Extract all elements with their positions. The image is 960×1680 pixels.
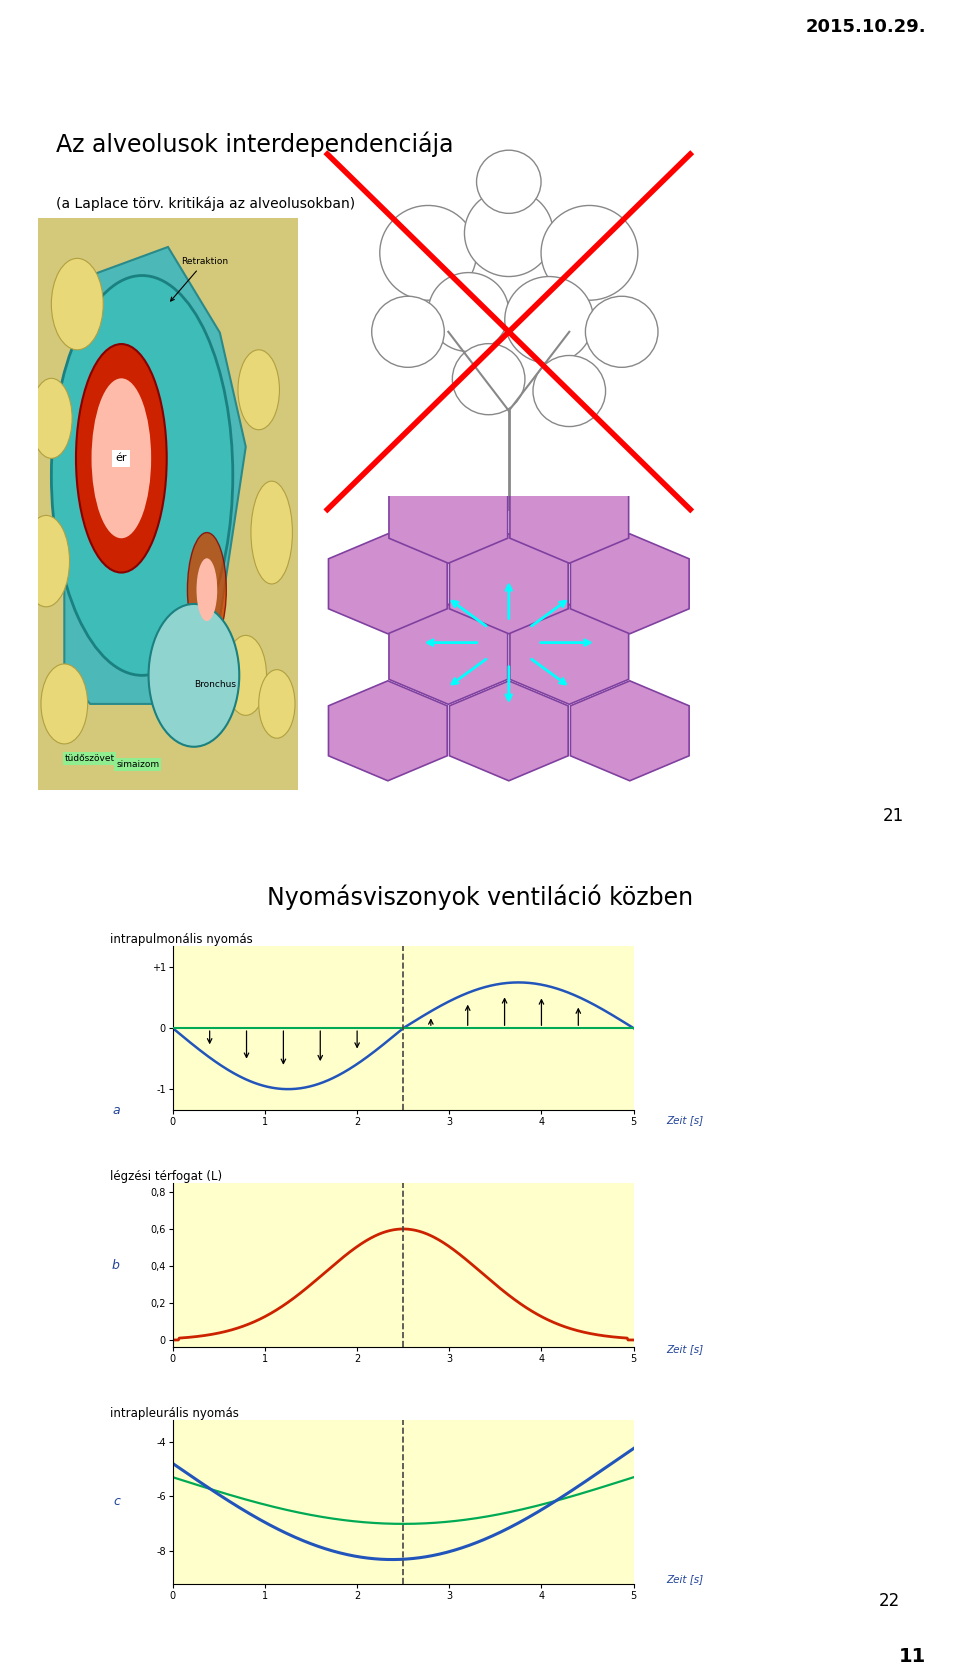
Text: intrapleurális nyomás: intrapleurális nyomás bbox=[110, 1406, 239, 1420]
Polygon shape bbox=[38, 218, 298, 790]
Polygon shape bbox=[449, 680, 568, 781]
Text: ér: ér bbox=[115, 454, 127, 464]
Text: Zeit [s]: Zeit [s] bbox=[666, 1344, 703, 1354]
Circle shape bbox=[452, 344, 525, 415]
Circle shape bbox=[533, 356, 606, 427]
Text: 21: 21 bbox=[883, 808, 904, 825]
Text: Az alveolusok interdependenciája: Az alveolusok interdependenciája bbox=[56, 131, 453, 156]
Polygon shape bbox=[510, 605, 629, 704]
Ellipse shape bbox=[149, 603, 239, 746]
Ellipse shape bbox=[41, 664, 87, 744]
Text: Zeit [s]: Zeit [s] bbox=[666, 1574, 703, 1584]
Polygon shape bbox=[328, 680, 447, 781]
Circle shape bbox=[465, 190, 553, 277]
Ellipse shape bbox=[23, 516, 69, 606]
Text: c: c bbox=[113, 1495, 120, 1509]
Text: 22: 22 bbox=[878, 1593, 900, 1611]
Circle shape bbox=[505, 277, 593, 363]
Ellipse shape bbox=[52, 259, 104, 349]
Text: légzési térfogat (L): légzési térfogat (L) bbox=[110, 1169, 223, 1183]
Text: (a Laplace törv. kritikája az alveolusokban): (a Laplace törv. kritikája az alveolusok… bbox=[56, 197, 355, 212]
Polygon shape bbox=[570, 680, 689, 781]
Text: intrapulmonális nyomás: intrapulmonális nyomás bbox=[110, 932, 253, 946]
Circle shape bbox=[372, 296, 444, 368]
Ellipse shape bbox=[238, 349, 279, 430]
Text: b: b bbox=[112, 1258, 120, 1272]
Circle shape bbox=[380, 205, 476, 301]
Text: 11: 11 bbox=[900, 1646, 926, 1667]
Text: a: a bbox=[112, 1104, 120, 1117]
Ellipse shape bbox=[259, 670, 295, 738]
Text: 2015.10.29.: 2015.10.29. bbox=[805, 18, 926, 37]
Polygon shape bbox=[449, 534, 568, 633]
Text: Nyomásviszonyok ventiláció közben: Nyomásviszonyok ventiláció közben bbox=[267, 884, 693, 911]
Ellipse shape bbox=[52, 276, 233, 675]
Polygon shape bbox=[64, 247, 246, 704]
Polygon shape bbox=[570, 534, 689, 633]
Ellipse shape bbox=[76, 344, 167, 573]
Ellipse shape bbox=[225, 635, 267, 716]
Ellipse shape bbox=[187, 533, 227, 647]
Text: Zeit [s]: Zeit [s] bbox=[666, 1114, 703, 1124]
Ellipse shape bbox=[31, 378, 72, 459]
Ellipse shape bbox=[251, 480, 293, 585]
Circle shape bbox=[586, 296, 658, 368]
Polygon shape bbox=[389, 605, 508, 704]
Text: simaizom: simaizom bbox=[116, 759, 159, 769]
Text: Retraktion: Retraktion bbox=[171, 257, 228, 301]
Polygon shape bbox=[510, 464, 629, 563]
Circle shape bbox=[476, 150, 541, 213]
Text: tüdőszövet: tüdőszövet bbox=[64, 754, 114, 763]
Circle shape bbox=[541, 205, 637, 301]
Text: Bronchus: Bronchus bbox=[194, 680, 236, 689]
Polygon shape bbox=[389, 464, 508, 563]
Ellipse shape bbox=[91, 378, 151, 538]
Ellipse shape bbox=[197, 558, 217, 622]
Circle shape bbox=[428, 272, 509, 351]
Polygon shape bbox=[328, 534, 447, 633]
